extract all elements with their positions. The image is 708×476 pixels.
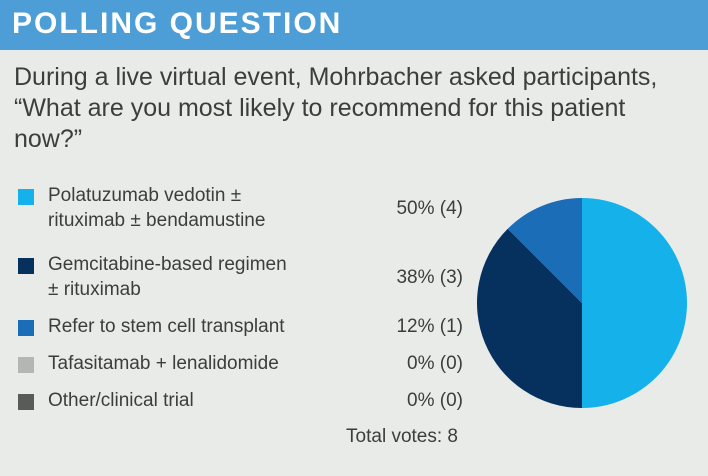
- legend-swatch-other: [18, 394, 34, 410]
- question-text: During a live virtual event, Mohrbacher …: [14, 63, 658, 153]
- legend-percent-stem-cell: 12% (1): [396, 316, 463, 337]
- legend-label-polatuzumab-line1: Polatuzumab vedotin ±: [48, 185, 242, 206]
- legend-swatch-gemcitabine: [18, 258, 34, 274]
- legend-label-stem-cell: Refer to stem cell transplant: [48, 316, 285, 337]
- legend-row-gemcitabine: Gemcitabine-based regimen ± rituximab 38…: [18, 254, 463, 308]
- legend-row-tafasitamab: Tafasitamab + lenalidomide 0% (0): [18, 353, 463, 379]
- legend-percent-other: 0% (0): [407, 390, 463, 411]
- pie-chart: [476, 198, 687, 408]
- legend-label-other: Other/clinical trial: [48, 390, 194, 411]
- pie-slice-polatuzumab: [582, 198, 687, 408]
- legend-label-gemcitabine-line1: Gemcitabine-based regimen: [48, 254, 287, 275]
- pie-slice-gemcitabinebased: [476, 228, 582, 408]
- legend-percent-gemcitabine: 38% (3): [396, 267, 463, 288]
- header-bar: POLLING QUESTION: [0, 0, 708, 50]
- legend-row-polatuzumab: Polatuzumab vedotin ± rituximab ± bendam…: [18, 185, 463, 239]
- legend-label-polatuzumab-line2: rituximab ± bendamustine: [48, 210, 266, 231]
- legend-percent-tafasitamab: 0% (0): [407, 353, 463, 374]
- legend-row-other: Other/clinical trial 0% (0): [18, 390, 463, 416]
- legend-percent-polatuzumab: 50% (4): [396, 198, 463, 219]
- legend-swatch-tafasitamab: [18, 357, 34, 373]
- legend-label-tafasitamab: Tafasitamab + lenalidomide: [48, 353, 279, 374]
- header-title: POLLING QUESTION: [12, 7, 343, 40]
- legend-swatch-polatuzumab: [18, 189, 34, 205]
- legend-swatch-stem-cell: [18, 320, 34, 336]
- total-votes: Total votes: 8: [346, 426, 458, 447]
- legend-row-stem-cell: Refer to stem cell transplant 12% (1): [18, 316, 463, 342]
- pie-slice-refer: [507, 198, 582, 303]
- legend-label-gemcitabine-line2: ± rituximab: [48, 279, 141, 300]
